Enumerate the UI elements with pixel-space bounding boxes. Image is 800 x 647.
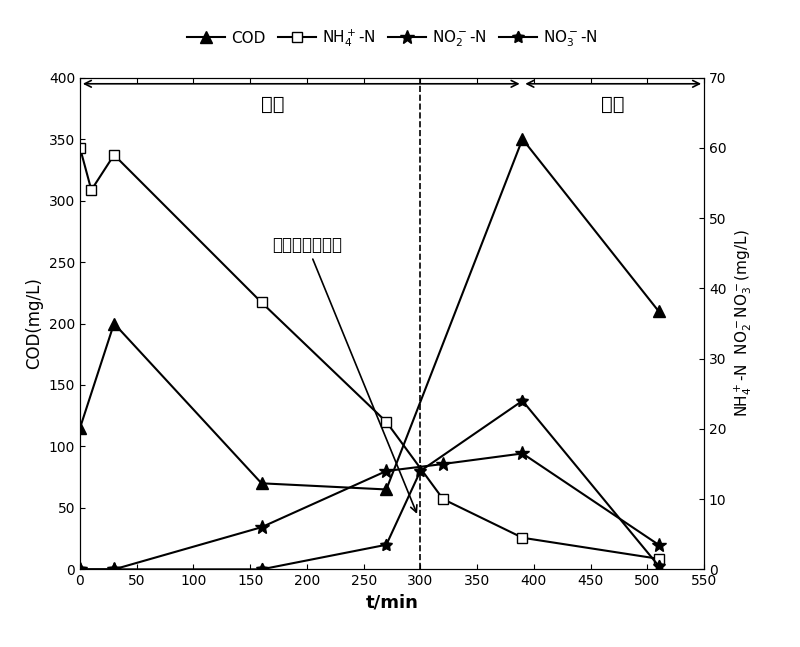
COD — [110, 320, 119, 327]
NH$_4^+$-N — [110, 151, 119, 159]
NO$_3^-$-N — [654, 562, 663, 570]
X-axis label: t/min: t/min — [366, 594, 418, 612]
NO$_2^-$-N — [654, 541, 663, 549]
NO$_3^-$-N — [415, 467, 425, 475]
NO$_2^-$-N — [382, 467, 391, 475]
Legend: COD, NH$_4^+$-N, NO$_2^-$-N, NO$_3^-$-N: COD, NH$_4^+$-N, NO$_2^-$-N, NO$_3^-$-N — [181, 21, 603, 56]
NH$_4^+$-N — [257, 298, 266, 306]
COD — [382, 485, 391, 493]
Line: NH$_4^+$-N: NH$_4^+$-N — [75, 143, 663, 564]
NH$_4^+$-N — [86, 186, 96, 194]
Y-axis label: COD(mg/L): COD(mg/L) — [26, 278, 43, 369]
NO$_2^-$-N — [438, 460, 448, 468]
NO$_2^-$-N — [110, 565, 119, 573]
Text: 好氧: 好氧 — [261, 95, 285, 114]
COD — [654, 307, 663, 315]
Text: 最佳停曝气时间: 最佳停曝气时间 — [272, 236, 417, 512]
NO$_2^-$-N — [75, 565, 85, 573]
NH$_4^+$-N — [654, 555, 663, 563]
COD — [257, 479, 266, 487]
NO$_2^-$-N — [257, 523, 266, 531]
NH$_4^+$-N — [518, 534, 527, 542]
NO$_3^-$-N — [110, 565, 119, 573]
Line: COD: COD — [74, 133, 664, 495]
Line: NO$_2^-$-N: NO$_2^-$-N — [73, 446, 666, 576]
Text: 缺氧: 缺氧 — [602, 95, 625, 114]
COD — [75, 424, 85, 432]
COD — [518, 135, 527, 143]
NO$_3^-$-N — [257, 565, 266, 573]
NO$_3^-$-N — [75, 565, 85, 573]
NO$_2^-$-N — [518, 450, 527, 457]
Y-axis label: NH$_4^+$-N  NO$_2^-$NO$_3^-$(mg/L): NH$_4^+$-N NO$_2^-$NO$_3^-$(mg/L) — [732, 230, 754, 417]
NO$_3^-$-N — [382, 541, 391, 549]
Line: NO$_3^-$-N: NO$_3^-$-N — [74, 395, 665, 576]
NH$_4^+$-N — [382, 418, 391, 426]
NH$_4^+$-N — [75, 144, 85, 152]
NO$_3^-$-N — [518, 397, 527, 404]
NH$_4^+$-N — [438, 495, 448, 503]
